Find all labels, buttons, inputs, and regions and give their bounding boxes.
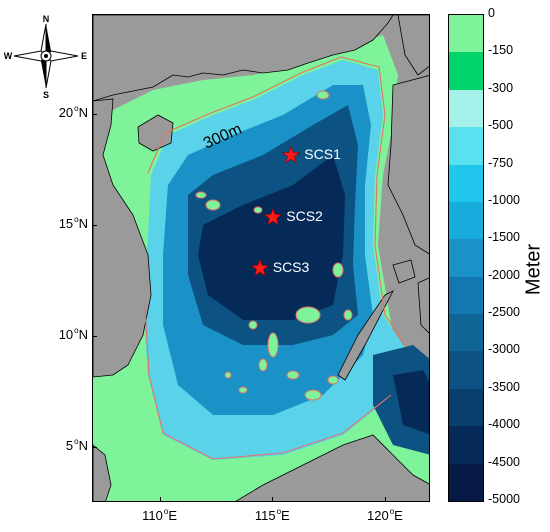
land-luzon bbox=[387, 75, 429, 255]
colorbar-tick-label: -5000 bbox=[488, 492, 520, 506]
y-tick-mark bbox=[92, 113, 97, 115]
colorbar-segment bbox=[449, 52, 483, 91]
compass-w: W bbox=[4, 51, 13, 61]
compass-rose: N S E W bbox=[4, 14, 88, 100]
abyssal-plain bbox=[198, 155, 345, 320]
y-tick-label: 10oN bbox=[44, 325, 88, 342]
land-mindoro bbox=[392, 259, 416, 284]
y-tick-label: 15oN bbox=[44, 214, 88, 231]
colorbar-tick-label: -2500 bbox=[488, 305, 520, 320]
colorbar-segment bbox=[449, 463, 483, 502]
x-tick-suffix: E bbox=[168, 508, 178, 523]
x-tick-value: 110 bbox=[142, 508, 163, 523]
contour-300m-south bbox=[144, 306, 392, 460]
y-tick-mark bbox=[92, 335, 97, 337]
y-tick-suffix: N bbox=[78, 326, 88, 342]
station-label: SCS1 bbox=[304, 145, 341, 162]
y-tick-label: 20oN bbox=[44, 103, 88, 120]
compass-n: N bbox=[43, 14, 50, 24]
y-tick-value: 20 bbox=[58, 104, 74, 120]
degree-mark: o bbox=[276, 507, 282, 516]
x-tick-label: 110oE bbox=[130, 507, 190, 523]
colorbar-segment bbox=[449, 89, 483, 128]
land-hainan bbox=[137, 114, 174, 152]
degree-mark: o bbox=[74, 436, 79, 446]
x-tick-mark bbox=[159, 497, 161, 502]
x-tick-label: 115oE bbox=[242, 507, 302, 523]
x-tick-value: 115 bbox=[254, 508, 276, 523]
colorbar-tick-label: -4000 bbox=[488, 417, 520, 432]
reef-islands bbox=[195, 90, 353, 401]
degree-mark: o bbox=[74, 325, 79, 335]
degree-mark: o bbox=[74, 214, 79, 224]
colorbar-segment bbox=[449, 201, 483, 240]
station-star-icon bbox=[250, 258, 270, 277]
x-tick-value: 120 bbox=[367, 508, 389, 523]
colorbar-tick-label: -750 bbox=[488, 155, 514, 170]
colorbar-segment bbox=[449, 127, 483, 166]
y-tick-suffix: N bbox=[78, 437, 88, 453]
x-tick-mark bbox=[272, 497, 274, 502]
colorbar-tick-label: -2000 bbox=[488, 267, 520, 282]
colorbar-tick-label: -4500 bbox=[488, 454, 520, 469]
x-tick-suffix: E bbox=[394, 508, 403, 523]
y-tick-label: 5oN bbox=[44, 436, 88, 453]
station-star-icon bbox=[281, 145, 301, 164]
contour-300m bbox=[147, 56, 406, 346]
colorbar-title: Meter bbox=[522, 243, 545, 296]
colorbar-tick-label: -1500 bbox=[488, 230, 520, 245]
y-tick-mark bbox=[92, 446, 97, 448]
colorbar-segment bbox=[449, 351, 483, 390]
station-label: SCS3 bbox=[272, 258, 310, 275]
land-indochina bbox=[93, 98, 152, 378]
colorbar-segment bbox=[449, 164, 483, 203]
colorbar-tick-label: -150 bbox=[488, 43, 514, 58]
x-tick-suffix: E bbox=[281, 508, 290, 523]
colorbar-tick-label: -300 bbox=[488, 80, 514, 95]
land-malaya bbox=[93, 444, 112, 501]
compass-s: S bbox=[43, 90, 49, 98]
compass-icon: N S E W bbox=[4, 14, 87, 100]
colorbar-tick-label: -500 bbox=[488, 118, 514, 133]
land-china bbox=[93, 15, 429, 102]
land-visayas bbox=[417, 277, 429, 334]
x-tick-label: 120oE bbox=[355, 507, 415, 523]
colorbar-tick-label: 0 bbox=[488, 6, 495, 20]
degree-mark: o bbox=[389, 507, 395, 516]
colorbar bbox=[448, 14, 484, 502]
y-tick-value: 10 bbox=[58, 326, 74, 342]
colorbar-segment bbox=[449, 15, 483, 53]
colorbar-segment bbox=[449, 239, 483, 278]
sulu-deep bbox=[393, 370, 429, 435]
y-tick-value: 15 bbox=[58, 215, 74, 231]
y-tick-mark bbox=[92, 224, 97, 226]
station-star-icon bbox=[263, 207, 283, 226]
land-borneo bbox=[235, 434, 429, 501]
land-taiwan bbox=[397, 15, 429, 76]
colorbar-tick-label: -3000 bbox=[488, 342, 520, 357]
compass-e: E bbox=[81, 51, 87, 61]
station-label: SCS2 bbox=[286, 207, 323, 224]
y-tick-value: 5 bbox=[65, 437, 74, 453]
degree-mark: o bbox=[163, 507, 169, 516]
colorbar-segment bbox=[449, 388, 483, 427]
land-palawan bbox=[337, 290, 394, 381]
colorbar-segment bbox=[449, 314, 483, 352]
bathymetry-map: 300m SCS1 SCS2 SCS3 bbox=[92, 14, 430, 502]
y-tick-suffix: N bbox=[78, 215, 88, 231]
y-tick-suffix: N bbox=[78, 104, 88, 120]
degree-mark: o bbox=[74, 103, 79, 113]
x-tick-mark bbox=[384, 497, 386, 502]
colorbar-segment bbox=[449, 426, 483, 465]
colorbar-tick-label: -3500 bbox=[488, 379, 520, 394]
colorbar-segment bbox=[449, 276, 483, 315]
colorbar-tick-label: -1000 bbox=[488, 192, 520, 207]
